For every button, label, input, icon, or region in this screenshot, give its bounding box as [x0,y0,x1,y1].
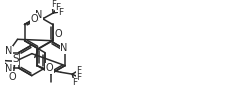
Text: N: N [35,10,42,20]
Text: N: N [61,43,68,53]
Text: F: F [73,78,78,87]
Text: S: S [12,54,19,64]
Text: N: N [5,46,13,56]
Text: O: O [55,29,63,38]
Text: F: F [76,66,81,75]
Text: O: O [45,63,53,73]
Text: O: O [30,14,38,24]
Text: N: N [5,64,13,74]
Text: F: F [76,73,81,82]
Text: O: O [9,72,17,82]
Text: F: F [51,0,56,9]
Text: F: F [55,3,61,12]
Text: F: F [58,8,63,16]
